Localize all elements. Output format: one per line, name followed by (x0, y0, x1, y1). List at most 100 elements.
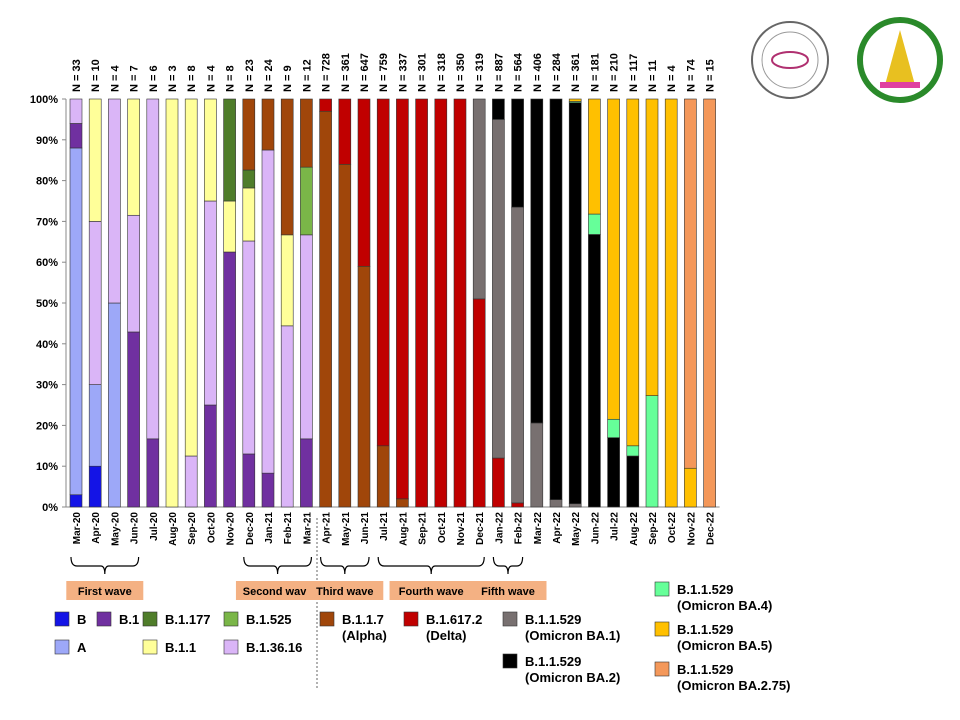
y-tick-label: 10% (36, 461, 58, 473)
bar-segment-B13616-Jul-20 (146, 98, 160, 440)
n-label: N = 4 (666, 65, 678, 92)
legend-label-A: A (77, 640, 87, 655)
x-tick-label: Jul-21 (379, 512, 390, 541)
x-tick-label: Oct-22 (667, 512, 678, 544)
bar-segment-Delta-Oct-21 (434, 98, 448, 508)
wave-bracket (243, 556, 312, 575)
legend-swatch-BA275 (654, 661, 670, 677)
x-tick-label: Oct-21 (437, 512, 448, 544)
bar-segment-B11-Feb-21 (280, 234, 294, 327)
n-label: N = 23 (244, 59, 256, 92)
n-label: N = 4 (205, 65, 217, 92)
x-tick-label: Feb-21 (283, 512, 294, 545)
x-tick-label: Jan-22 (494, 512, 505, 544)
bar-segment-B11-Jun-20 (127, 98, 140, 216)
bar-segment-Alpha-Dec-20 (242, 98, 256, 171)
x-tick-label: Nov-20 (226, 512, 237, 546)
n-label: N = 11 (647, 60, 659, 92)
bar-segment-B11-Aug-20 (165, 98, 179, 508)
legend-swatch-BA2 (502, 653, 518, 669)
n-label: N = 350 (455, 53, 467, 92)
legend-sublabel-BA5: (Omicron BA.5) (677, 638, 772, 653)
n-label: N = 887 (493, 53, 505, 92)
bar-segment-B13616-Sep-20 (184, 455, 198, 508)
x-tick-label: Jul-22 (610, 512, 621, 541)
legend-sublabel-BA2: (Omicron BA.2) (525, 670, 620, 685)
bar-segment-Alpha-Jul-21 (376, 445, 390, 508)
legend-label-BA4: B.1.1.529 (677, 582, 733, 597)
x-tick-label: Nov-22 (686, 512, 697, 546)
wave-label: Fifth wave (481, 586, 535, 598)
legend-label-Delta: B.1.617.2 (426, 612, 482, 627)
x-tick-label: Oct-20 (206, 512, 217, 544)
x-tick-label: Jun-20 (130, 512, 141, 545)
bar-segment-BA1-Dec-21 (472, 98, 486, 300)
n-label: N = 337 (397, 53, 409, 92)
y-tick-label: 60% (36, 257, 58, 269)
wave-label: First wave (78, 586, 132, 598)
bar-segment-B13616-Oct-20 (204, 200, 217, 406)
n-label: N = 728 (321, 53, 333, 92)
x-tick-label: Aug-22 (629, 512, 640, 546)
bar-segment-Delta-Jun-21 (357, 98, 371, 267)
bar-segment-Delta-Jan-22 (492, 457, 505, 508)
x-tick-label: Mar-21 (302, 512, 313, 545)
bar-segment-Alpha-Jun-21 (357, 265, 371, 508)
y-tick-label: 100% (30, 94, 58, 106)
legend-swatch-B (54, 611, 70, 627)
wave-label: Third wave (316, 586, 373, 598)
x-tick-label: Jun-22 (590, 512, 601, 545)
legend-label-B1177: B.1.177 (165, 612, 211, 627)
x-tick-label: Mar-20 (72, 512, 83, 545)
bar-segment-Delta-Apr-21 (319, 98, 332, 112)
bar-segment-BA2-Jul-22 (607, 437, 620, 508)
bar-segment-BA5-Nov-22 (684, 467, 697, 508)
n-label: N = 12 (301, 59, 313, 92)
n-label: N = 210 (609, 53, 621, 92)
y-tick-label: 40% (36, 339, 58, 351)
legend-sublabel-BA4: (Omicron BA.4) (677, 598, 772, 613)
x-tick-label: Sep-22 (648, 512, 659, 545)
legend-sublabel-BA275: (Omicron BA.2.75) (677, 678, 790, 693)
bar-segment-BA1-May-22 (568, 503, 582, 508)
legend-swatch-Delta (403, 611, 419, 627)
bar-segment-Alpha-Feb-21 (280, 98, 294, 236)
bar-segment-B11-Oct-20 (204, 98, 217, 202)
legend-label-B11: B.1.1 (165, 640, 196, 655)
n-label: N = 406 (532, 53, 544, 92)
bar-segment-BA1-Feb-22 (511, 206, 524, 504)
y-tick-label: 70% (36, 216, 58, 228)
bar-segment-BA2-May-22 (568, 102, 582, 505)
n-label: N = 181 (589, 53, 601, 92)
bar-segment-Delta-May-21 (338, 98, 352, 165)
bar-segment-B1-Nov-20 (223, 251, 236, 508)
y-tick-label: 80% (36, 176, 58, 188)
legend-swatch-B1 (96, 611, 112, 627)
x-tick-label: Dec-21 (475, 512, 486, 545)
bar-segment-B1-Jan-21 (261, 472, 275, 508)
bar-segment-Delta-Nov-21 (453, 98, 467, 508)
legend-sublabel-Alpha: (Alpha) (342, 628, 387, 643)
bar-segment-BA5-Jun-22 (588, 98, 601, 215)
bar-segment-BA5-Jul-22 (607, 98, 620, 420)
wave-bracket (492, 556, 524, 575)
legend-sublabel-BA1: (Omicron BA.1) (525, 628, 620, 643)
n-label: N = 9 (282, 65, 294, 92)
bar-segment-BA1-Jan-22 (492, 119, 505, 459)
n-label: N = 284 (551, 52, 563, 92)
n-label: N = 6 (148, 65, 160, 92)
bar-segment-B11-Apr-20 (88, 98, 102, 222)
bar-segment-BA4-Sep-22 (645, 395, 659, 508)
n-label: N = 564 (513, 52, 525, 92)
bar-segment-BA1-Mar-22 (530, 422, 544, 508)
n-label: N = 759 (378, 53, 390, 92)
bar-segment-B1-Mar-20 (69, 123, 83, 149)
bar-segment-Delta-Aug-21 (396, 98, 409, 500)
n-label: N = 8 (186, 65, 198, 92)
wave-label-box (469, 581, 547, 600)
x-tick-label: Mar-22 (533, 512, 544, 545)
x-tick-label: Aug-20 (168, 512, 179, 546)
bar-segment-Delta-Dec-21 (472, 298, 486, 508)
n-label: N = 10 (90, 59, 102, 92)
